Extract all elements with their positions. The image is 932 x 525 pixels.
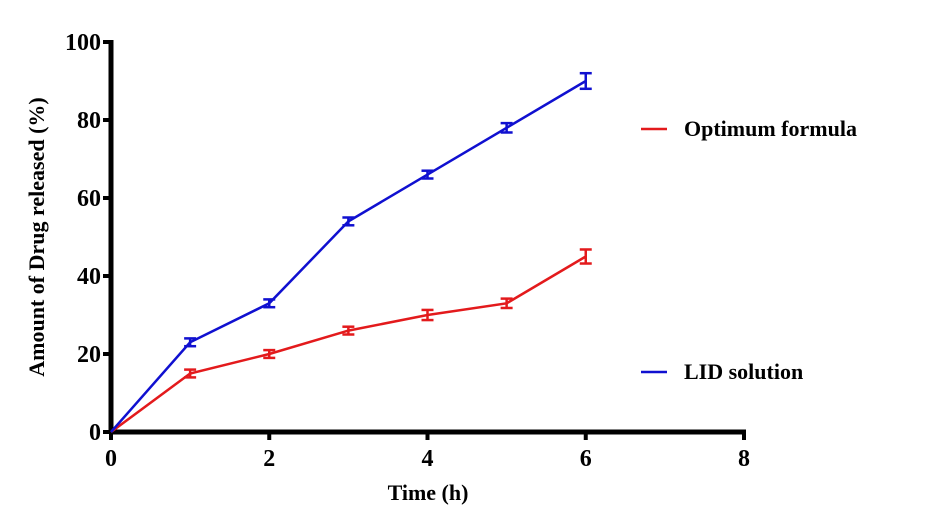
data-point [579,71,592,91]
series-optimum-formula [110,248,592,434]
legend-label: Optimum formula [684,116,857,141]
legend-label: LID solution [684,359,803,384]
y-tick-label: 20 [77,342,101,368]
data-point [579,248,592,265]
data-point [421,308,434,322]
legend-item: Optimum formula [641,116,857,141]
x-tick-label: 0 [105,446,117,472]
y-axis-title: Amount of Drug released (%) [24,97,49,376]
x-tick-label: 8 [738,446,750,472]
data-point [263,298,276,309]
data-point [263,348,276,360]
x-axis-title: Time (h) [388,480,469,505]
y-tick-label: 0 [89,420,101,446]
y-tick-label: 40 [77,264,101,290]
y-tick-label: 100 [65,30,101,56]
series-lid-solution [110,71,592,433]
series-layer [110,71,592,434]
data-point [184,368,197,379]
legend-item: LID solution [641,359,803,384]
legend: Optimum formula LID solution [641,116,857,384]
y-tick-label: 60 [77,186,101,212]
x-tick-label: 4 [422,446,434,472]
x-tick-label: 2 [263,446,275,472]
data-point [342,216,355,227]
data-point [184,337,197,348]
data-point [421,169,434,180]
series-line [110,255,587,434]
data-point [500,297,513,310]
data-point [342,325,355,336]
x-tick-label: 6 [580,446,592,472]
y-tick-label: 80 [77,108,101,134]
data-point [500,121,513,134]
